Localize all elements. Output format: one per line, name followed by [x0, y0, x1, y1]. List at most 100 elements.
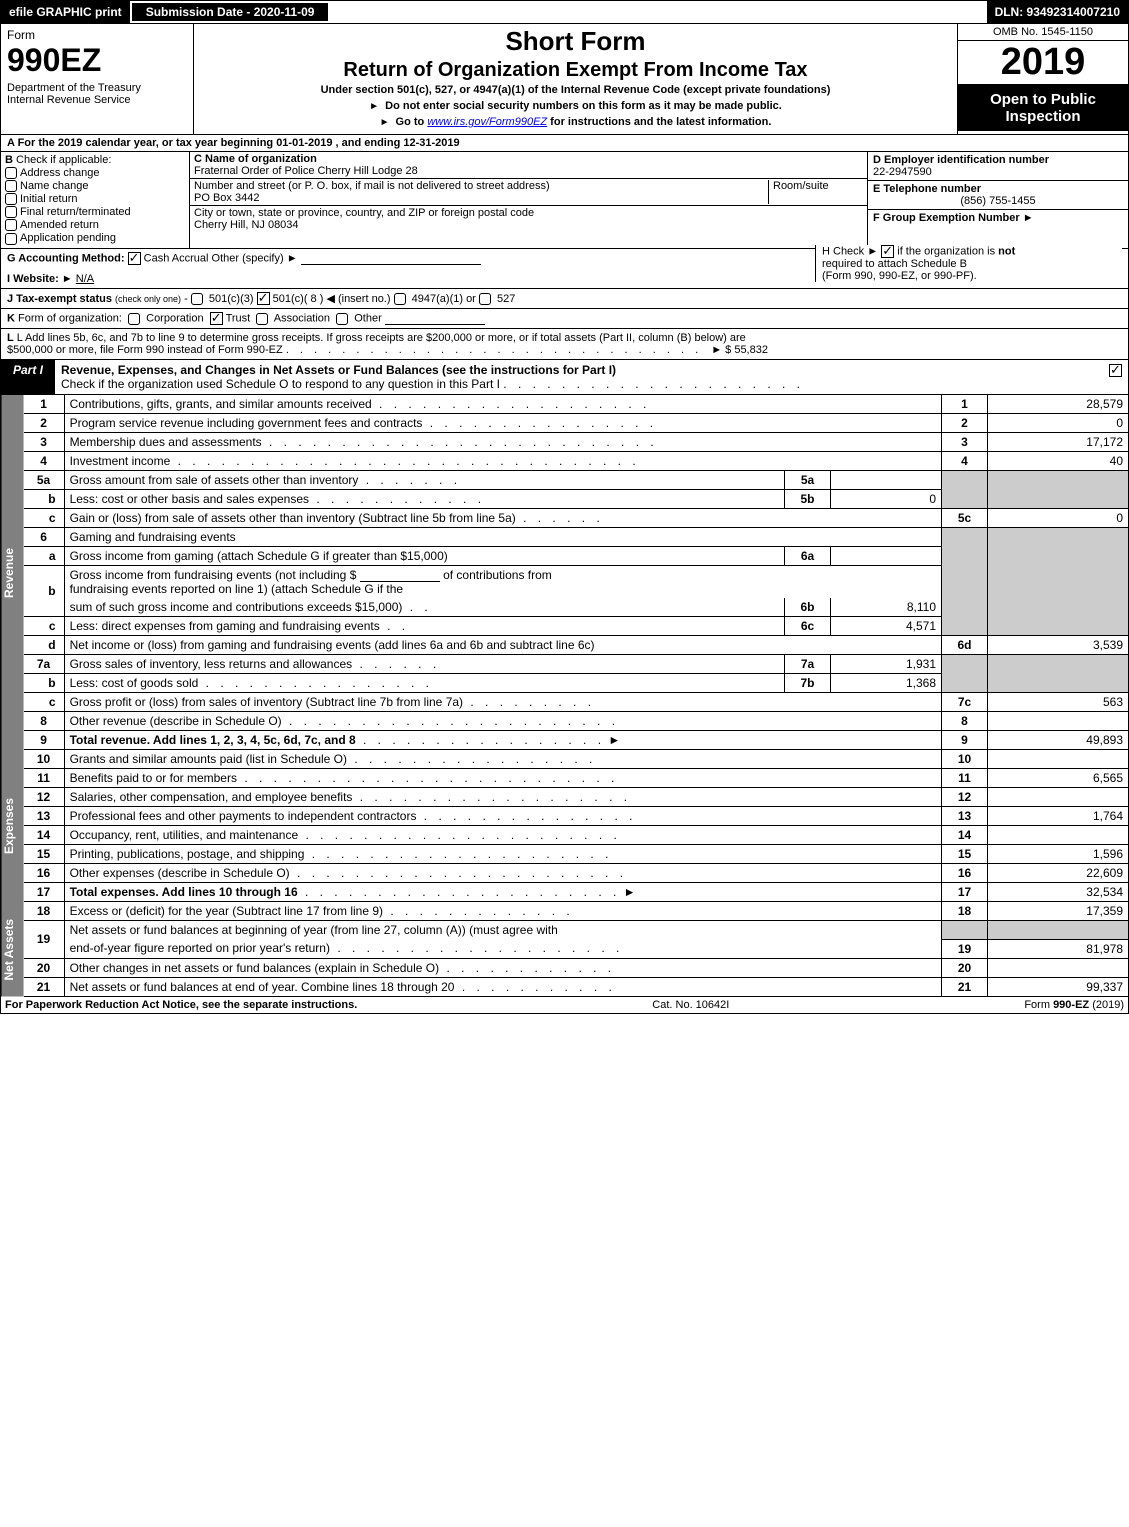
- line-7c: c Gross profit or (loss) from sales of i…: [24, 693, 1129, 712]
- checkbox-icon[interactable]: [191, 293, 203, 305]
- line-num: 15: [24, 845, 65, 864]
- grey-cell: [988, 471, 1129, 509]
- checkbox-icon[interactable]: [394, 293, 406, 305]
- line-refnum: 21: [942, 977, 988, 996]
- line-6d: d Net income or (loss) from gaming and f…: [24, 636, 1129, 655]
- line-desc: Gross profit or (loss) from sales of inv…: [70, 695, 463, 709]
- checkbox-icon[interactable]: [479, 293, 491, 305]
- line-num: 13: [24, 807, 65, 826]
- sub-box-amt: 1,931: [831, 655, 942, 674]
- line-desc: Gross amount from sale of assets other t…: [70, 473, 359, 487]
- irs-link[interactable]: www.irs.gov/Form990EZ: [427, 116, 547, 128]
- form-word: Form: [7, 28, 187, 42]
- b-address-change[interactable]: Address change: [5, 167, 185, 179]
- line-desc: Other expenses (describe in Schedule O): [70, 866, 290, 880]
- line-num: 10: [24, 750, 65, 769]
- line-14: 14Occupancy, rent, utilities, and mainte…: [24, 826, 1129, 845]
- line-num: 3: [24, 433, 65, 452]
- line-desc-2: of contributions from: [443, 568, 552, 582]
- b-amended-return[interactable]: Amended return: [5, 219, 185, 231]
- checkbox-501c8[interactable]: [257, 292, 270, 305]
- dots: . . . . . . . . . . . . . . . . . . . . …: [237, 771, 618, 785]
- line-refnum: 19: [942, 939, 988, 958]
- submission-date: Submission Date - 2020-11-09: [130, 1, 331, 23]
- line-amount: [988, 958, 1129, 977]
- line-amount: 0: [988, 509, 1129, 528]
- sub-box-amt: 8,110: [831, 598, 942, 617]
- g-label: G Accounting Method:: [7, 252, 125, 264]
- dots: . .: [402, 600, 431, 614]
- revenue-tab: Revenue: [1, 395, 24, 750]
- line-9: 9 Total revenue. Add lines 1, 2, 3, 4, 5…: [24, 731, 1129, 750]
- dots: . . . . . . . . . . . . . . . . . . . . …: [282, 714, 619, 728]
- sub-box-amt: 0: [831, 490, 942, 509]
- b-label: Initial return: [20, 193, 77, 205]
- line-amount: 28,579: [988, 395, 1129, 414]
- box-c: C Name of organization Fraternal Order o…: [190, 152, 867, 248]
- line-amount: 1,764: [988, 807, 1129, 826]
- part1-title: Revenue, Expenses, and Changes in Net As…: [55, 360, 1103, 394]
- line-desc: Membership dues and assessments: [70, 435, 262, 449]
- checkbox-icon: [5, 219, 17, 231]
- line-desc: Net income or (loss) from gaming and fun…: [70, 638, 595, 652]
- c-name-lbl: C Name of organization: [194, 153, 317, 165]
- dots: . . . . . .: [516, 511, 604, 525]
- line-desc: Gain or (loss) from sale of assets other…: [70, 511, 516, 525]
- part1-title-text: Revenue, Expenses, and Changes in Net As…: [61, 363, 616, 377]
- line-num: 7a: [24, 655, 65, 674]
- bcdef-block: B Check if applicable: Address change Na…: [0, 152, 1129, 249]
- grey-cell: [988, 528, 1129, 636]
- line-desc: Benefits paid to or for members: [70, 771, 237, 785]
- b-application-pending[interactable]: Application pending: [5, 232, 185, 244]
- checkbox-icon[interactable]: [128, 313, 140, 325]
- line-num: b: [24, 674, 65, 693]
- line-11: 11 Benefits paid to or for members . . . …: [24, 769, 1129, 788]
- line-desc: Net assets or fund balances at beginning…: [70, 923, 558, 937]
- goto-line: Go to www.irs.gov/Form990EZ for instruct…: [198, 116, 953, 128]
- ssn-warning: Do not enter social security numbers on …: [198, 100, 953, 112]
- under-section: Under section 501(c), 527, or 4947(a)(1)…: [198, 84, 953, 96]
- line-num: 8: [24, 712, 65, 731]
- dots: . . . . . . . . . . . . . . . . . . . . …: [298, 885, 621, 899]
- line-desc: Less: cost of goods sold: [70, 676, 199, 690]
- b-final-return[interactable]: Final return/terminated: [5, 206, 185, 218]
- line-amount: 22,609: [988, 864, 1129, 883]
- sub-box-amt: 4,571: [831, 617, 942, 636]
- dots: . . . . . . . . . . . . . . . . . . . . …: [286, 344, 702, 356]
- checkbox-icon[interactable]: [256, 313, 268, 325]
- checkbox-cash[interactable]: [128, 252, 141, 265]
- e-phone-lbl: E Telephone number: [873, 183, 981, 195]
- part1-checkbox[interactable]: [1103, 360, 1128, 394]
- b-initial-return[interactable]: Initial return: [5, 193, 185, 205]
- line-amount: 0: [988, 414, 1129, 433]
- line-refnum: 14: [942, 826, 988, 845]
- efile-print-btn[interactable]: efile GRAPHIC print: [1, 1, 130, 23]
- line-num: d: [24, 636, 65, 655]
- sub-box-num: 6a: [785, 547, 831, 566]
- line-refnum: 11: [942, 769, 988, 788]
- checkbox-trust[interactable]: [210, 312, 223, 325]
- phone-value: (856) 755-1455: [873, 195, 1123, 207]
- website-value: N/A: [76, 273, 94, 285]
- line-desc: Total expenses. Add lines 10 through 16: [70, 885, 298, 899]
- line-7a: 7a Gross sales of inventory, less return…: [24, 655, 1129, 674]
- row-a-tax-year: A For the 2019 calendar year, or tax yea…: [0, 135, 1129, 152]
- checkbox-icon[interactable]: [336, 313, 348, 325]
- main-title: Return of Organization Exempt From Incom…: [198, 59, 953, 82]
- line-desc: Total revenue. Add lines 1, 2, 3, 4, 5c,…: [70, 733, 356, 747]
- line-amount: 17,172: [988, 433, 1129, 452]
- line-amount: 3,539: [988, 636, 1129, 655]
- b-name-change[interactable]: Name change: [5, 180, 185, 192]
- line-refnum: 8: [942, 712, 988, 731]
- checkbox-icon: [5, 180, 17, 192]
- sub-box-num: 5b: [785, 490, 831, 509]
- sub-box-num: 5a: [785, 471, 831, 490]
- line-desc-2: end-of-year figure reported on prior yea…: [70, 941, 330, 955]
- line-5a: 5a Gross amount from sale of assets othe…: [24, 471, 1129, 490]
- line-refnum: 4: [942, 452, 988, 471]
- checkbox-h[interactable]: [881, 245, 894, 258]
- top-bar-left: efile GRAPHIC print Submission Date - 20…: [1, 1, 330, 23]
- grey-cell: [988, 921, 1129, 940]
- h-text2b: required to attach Schedule B: [822, 258, 967, 270]
- b-label: Final return/terminated: [20, 206, 131, 218]
